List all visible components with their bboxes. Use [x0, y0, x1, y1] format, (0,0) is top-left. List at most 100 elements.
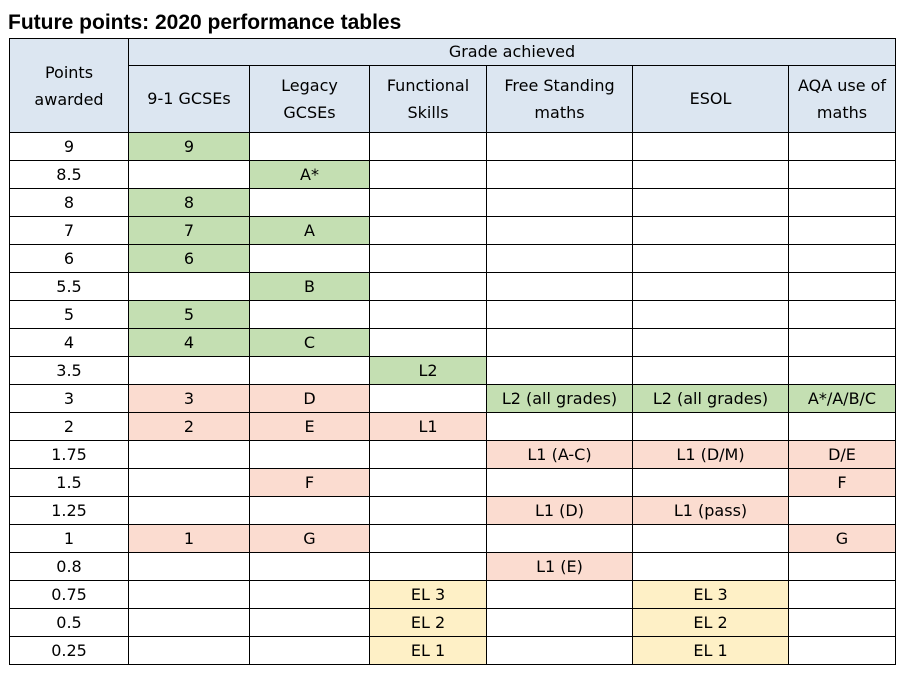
grade-cell: L1 (E) [486, 552, 633, 581]
grade-cell [632, 300, 789, 329]
grade-cell: 6 [128, 244, 250, 273]
points-cell: 5.5 [9, 272, 129, 301]
grade-cell [632, 524, 789, 553]
points-cell: 4 [9, 328, 129, 357]
grade-cell [486, 216, 633, 245]
grade-cell: G [249, 524, 370, 553]
grade-cell [369, 328, 487, 357]
points-cell: 3 [9, 384, 129, 413]
grade-cell [249, 608, 370, 637]
grade-cell [249, 552, 370, 581]
column-header-free-standing-maths: Free Standing maths [486, 65, 633, 133]
grade-cell [369, 384, 487, 413]
table-row: 0.5 EL 2 EL 2 [9, 608, 896, 637]
grade-cell: EL 1 [632, 636, 789, 665]
points-cell: 1 [9, 524, 129, 553]
table-row: 1.25 L1 (D) L1 (pass) [9, 496, 896, 525]
table-row: 3 3 D L2 (all grades) L2 (all grades) A*/A/B/… [9, 384, 896, 413]
points-cell: 5 [9, 300, 129, 329]
grade-cell: D/E [788, 440, 896, 469]
points-cell: 1.75 [9, 440, 129, 469]
grade-cell [128, 440, 250, 469]
table-row: 0.25 EL 1 EL 1 [9, 636, 896, 665]
grade-cell [369, 244, 487, 273]
points-awarded-header: Points awarded [9, 38, 129, 133]
grade-cell [788, 244, 896, 273]
grade-cell: EL 1 [369, 636, 487, 665]
grade-cell: G [788, 524, 896, 553]
grade-cell [369, 552, 487, 581]
grade-cell: F [249, 468, 370, 497]
grade-cell: B [249, 272, 370, 301]
grade-cell [486, 132, 633, 161]
points-cell: 0.25 [9, 636, 129, 665]
grade-cell [788, 412, 896, 441]
grade-cell: 9 [128, 132, 250, 161]
grade-cell: EL 3 [632, 580, 789, 609]
grade-cell [486, 608, 633, 637]
grade-cell: 5 [128, 300, 250, 329]
grade-cell [632, 468, 789, 497]
grade-cell [249, 356, 370, 385]
grade-cell [369, 440, 487, 469]
grade-cell [369, 132, 487, 161]
grade-cell [486, 356, 633, 385]
grade-cell [486, 188, 633, 217]
table-row: 5.5 B [9, 272, 896, 301]
grade-cell [249, 636, 370, 665]
grade-achieved-header: Grade achieved [128, 38, 896, 66]
grade-cell: F [788, 468, 896, 497]
grade-cell [128, 496, 250, 525]
grade-cell [788, 552, 896, 581]
points-cell: 1.5 [9, 468, 129, 497]
grade-cell [369, 300, 487, 329]
grade-cell [128, 580, 250, 609]
grade-cell [788, 608, 896, 637]
grade-cell [788, 328, 896, 357]
column-header-functional-skills: Functional Skills [369, 65, 487, 133]
header-row-group: Points awarded Grade achieved [9, 38, 896, 133]
grade-cell: EL 3 [369, 580, 487, 609]
table-row: 0.8 L1 (E) [9, 552, 896, 581]
grade-cell [486, 636, 633, 665]
grade-cell [486, 244, 633, 273]
points-cell: 3.5 [9, 356, 129, 385]
grade-cell [632, 356, 789, 385]
table-row: 1.75 L1 (A-C) L1 (D/M) D/E [9, 440, 896, 469]
table-row: 1.5 F F [9, 468, 896, 497]
grade-cell [369, 188, 487, 217]
points-table: Points awarded Grade achieved 9-1 GCSEs … [9, 38, 896, 665]
grade-cell [249, 440, 370, 469]
grade-cell [788, 188, 896, 217]
grade-cell: L1 (D/M) [632, 440, 789, 469]
column-header-esol: ESOL [632, 65, 789, 133]
grade-cell: A [249, 216, 370, 245]
grade-cell [128, 272, 250, 301]
points-cell: 0.5 [9, 608, 129, 637]
grade-cell [486, 272, 633, 301]
grade-cell: L1 (A-C) [486, 440, 633, 469]
grade-cell [632, 244, 789, 273]
grade-cell [632, 132, 789, 161]
points-cell: 6 [9, 244, 129, 273]
grade-cell: 8 [128, 188, 250, 217]
grade-cell [486, 580, 633, 609]
grade-cell [369, 524, 487, 553]
grade-cell [249, 188, 370, 217]
table-row: 3.5 L2 [9, 356, 896, 385]
grade-cell [369, 272, 487, 301]
grade-cell [632, 552, 789, 581]
grade-cell [788, 300, 896, 329]
header-row-columns: 9-1 GCSEs Legacy GCSEs Functional Skills… [10, 65, 896, 133]
grade-cell: E [249, 412, 370, 441]
grade-cell: L1 (D) [486, 496, 633, 525]
grade-cell: C [249, 328, 370, 357]
points-cell: 9 [9, 132, 129, 161]
points-cell: 1.25 [9, 496, 129, 525]
table-row: 8.5 A* [9, 160, 896, 189]
